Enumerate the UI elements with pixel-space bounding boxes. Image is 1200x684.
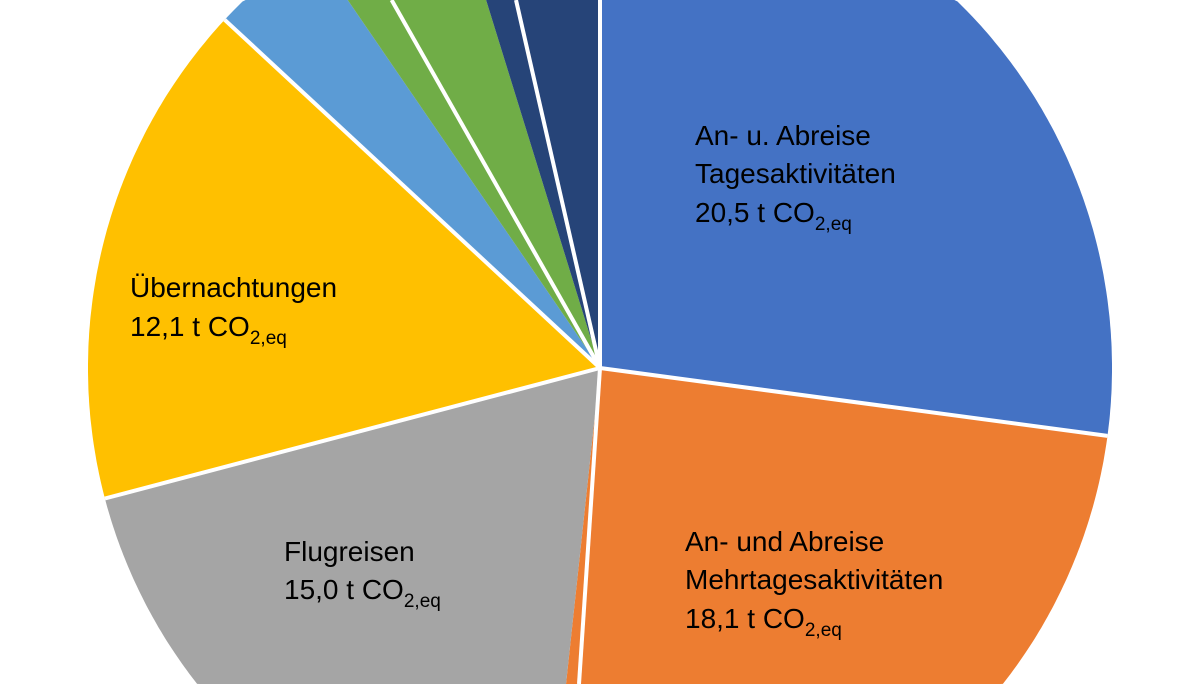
pie-separators	[104, 0, 1108, 684]
pie-slice-1	[566, 368, 1108, 684]
slice-separator-2	[577, 367, 602, 684]
pie-slices	[88, 0, 1112, 684]
label-an-abreise-mehrtagesaktivitaeten: An- und Abreise Mehrtagesaktivitäten 18,…	[685, 526, 951, 641]
pie-labels: An- u. Abreise Tagesaktivitäten 20,5 t C…	[130, 120, 951, 641]
label-uebernachtungen: Übernachtungen 12,1 t CO2,eq	[130, 272, 345, 349]
pie-slice-6	[486, 0, 600, 368]
label-flugreisen: Flugreisen 15,0 t CO2,eq	[284, 536, 441, 612]
pie-slice-3	[88, 19, 600, 499]
pie-slice-2	[104, 368, 601, 684]
pie-slice-4	[224, 0, 600, 368]
slice-separator-6	[514, 0, 602, 369]
pie-slice-5	[347, 0, 600, 368]
slice-separator-4	[223, 18, 602, 370]
pie-slice-0	[600, 0, 1112, 436]
label-an-abreise-tagesaktivitaeten: An- u. Abreise Tagesaktivitäten 20,5 t C…	[695, 120, 904, 235]
slice-separator-5	[389, 0, 602, 369]
slice-separator-1	[599, 366, 1108, 438]
slice-separator-3	[104, 366, 601, 501]
